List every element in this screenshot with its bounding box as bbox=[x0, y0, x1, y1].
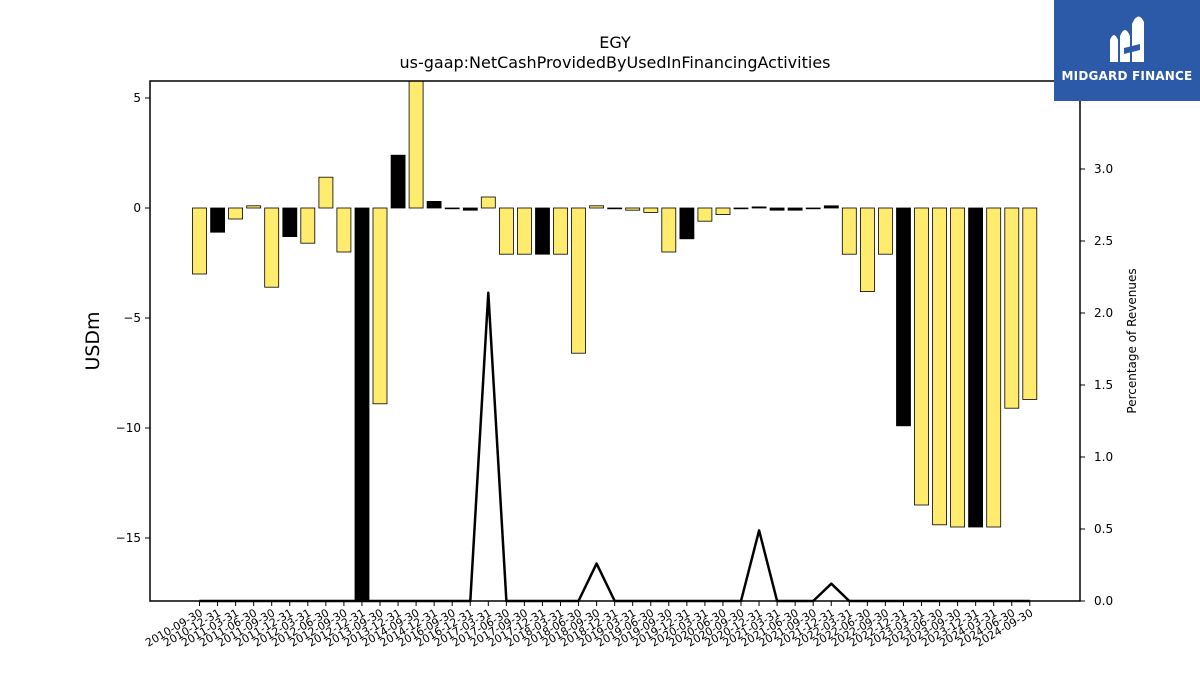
y2-tick-label: 0.0 bbox=[1094, 594, 1113, 608]
bar-2017-09-30 bbox=[517, 207, 532, 255]
logo-text: MIDGARD FINANCE bbox=[1061, 69, 1193, 83]
y2-tick-label: 2.0 bbox=[1094, 306, 1113, 320]
bar-2017-06-30 bbox=[498, 207, 514, 255]
bar-2011-12-31 bbox=[282, 207, 298, 238]
y-axis-label: USDm bbox=[82, 311, 104, 370]
bar-2020-06-30 bbox=[715, 207, 731, 215]
y-tick-label: 0 bbox=[133, 201, 141, 215]
bar-2019-06-30 bbox=[643, 207, 659, 213]
bar-2019-12-31 bbox=[679, 207, 695, 240]
y-tick-label: −15 bbox=[116, 531, 141, 545]
bar-2011-09-30 bbox=[264, 207, 280, 288]
bar-2020-09-30 bbox=[733, 207, 749, 210]
bar-2024-06-30 bbox=[1004, 207, 1020, 409]
bar-2023-12-31 bbox=[968, 207, 983, 528]
bar-2022-03-31 bbox=[841, 207, 857, 255]
bar-2022-06-30 bbox=[860, 207, 875, 292]
y-tick-label: −10 bbox=[116, 421, 141, 435]
bar-2013-09-30 bbox=[372, 207, 388, 405]
bar-2021-12-31 bbox=[823, 205, 839, 209]
bar-2019-03-31 bbox=[625, 207, 641, 211]
bar-2018-12-31 bbox=[607, 207, 623, 210]
bar-2024-09-30 bbox=[1022, 207, 1038, 400]
bar-2018-03-31 bbox=[553, 207, 568, 255]
bar-2012-06-30 bbox=[318, 176, 334, 209]
bar-2011-03-31 bbox=[228, 207, 244, 220]
bar-2012-12-31 bbox=[354, 207, 370, 601]
logo-mark-icon bbox=[1110, 16, 1144, 62]
y2-ticks: 0.0 0.5 1.0 1.5 2.0 2.5 3.0 bbox=[1080, 162, 1113, 608]
bar-2020-12-31 bbox=[751, 206, 767, 209]
bar-2016-09-30 bbox=[444, 207, 460, 210]
y2-tick-label: 2.5 bbox=[1094, 234, 1113, 248]
bars-layer bbox=[192, 80, 1038, 601]
x-ticks: 2010-09-302010-12-312011-03-312011-06-30… bbox=[143, 601, 1035, 650]
y-ticks: 5 0 −5 −10 −15 bbox=[116, 91, 150, 545]
bar-2014-09-30 bbox=[408, 80, 424, 209]
y-tick-label: 5 bbox=[133, 91, 141, 105]
bar-2024-03-31 bbox=[986, 207, 1002, 528]
chart-subtitle: us-gaap:NetCashProvidedByUsedInFinancing… bbox=[399, 53, 830, 72]
bar-2023-09-30 bbox=[950, 207, 965, 528]
bar-2018-09-30 bbox=[589, 205, 604, 209]
bar-2013-12-31 bbox=[390, 154, 406, 209]
bar-2017-03-31 bbox=[480, 196, 496, 209]
y2-axis-label: Percentage of Revenues bbox=[1125, 268, 1139, 413]
midgard-finance-logo: MIDGARD FINANCE bbox=[1054, 0, 1200, 101]
y-tick-label: −5 bbox=[123, 311, 141, 325]
y2-tick-label: 3.0 bbox=[1094, 162, 1113, 176]
bar-2012-09-30 bbox=[336, 207, 352, 253]
bar-2022-12-31 bbox=[896, 207, 911, 427]
bar-2010-09-30 bbox=[192, 207, 207, 275]
bar-2020-03-31 bbox=[697, 207, 713, 222]
bar-2023-03-31 bbox=[914, 207, 929, 506]
bar-2023-06-30 bbox=[932, 207, 947, 526]
bar-2016-12-31 bbox=[462, 207, 478, 211]
bar-2017-12-31 bbox=[535, 207, 550, 255]
bar-2021-06-30 bbox=[787, 207, 803, 211]
bar-2018-06-30 bbox=[571, 207, 586, 354]
chart-title: EGY bbox=[599, 33, 631, 52]
y2-tick-label: 1.0 bbox=[1094, 450, 1113, 464]
bar-2021-09-30 bbox=[805, 207, 821, 210]
bar-2014-12-31 bbox=[426, 200, 442, 209]
bar-2022-09-30 bbox=[878, 207, 893, 255]
y2-tick-label: 0.5 bbox=[1094, 522, 1113, 536]
bar-2019-09-30 bbox=[661, 207, 677, 253]
bar-2010-12-31 bbox=[210, 207, 226, 233]
bar-2021-03-31 bbox=[769, 207, 785, 211]
bar-2012-03-31 bbox=[300, 207, 316, 244]
bar-2011-06-30 bbox=[246, 205, 262, 209]
y2-tick-label: 1.5 bbox=[1094, 378, 1113, 392]
